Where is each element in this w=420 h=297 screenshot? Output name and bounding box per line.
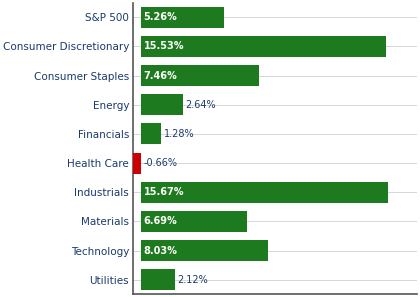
Bar (141, 124, 161, 144)
Text: 5.26%: 5.26% (144, 12, 177, 22)
Bar (141, 269, 175, 290)
Bar (141, 65, 259, 86)
Bar (141, 182, 388, 203)
Bar (141, 36, 386, 57)
Bar (141, 7, 224, 28)
Text: 15.53%: 15.53% (144, 42, 184, 51)
Text: 1.28%: 1.28% (164, 129, 194, 139)
Text: 15.67%: 15.67% (144, 187, 184, 197)
Bar (141, 240, 268, 261)
Bar (131, 153, 141, 173)
Text: 7.46%: 7.46% (144, 71, 177, 81)
Text: 6.69%: 6.69% (144, 216, 177, 226)
Text: -0.66%: -0.66% (144, 158, 178, 168)
Bar (141, 211, 247, 232)
Text: 8.03%: 8.03% (144, 246, 177, 255)
Text: 2.12%: 2.12% (177, 275, 208, 285)
Bar (141, 94, 183, 115)
Text: 2.64%: 2.64% (185, 100, 216, 110)
